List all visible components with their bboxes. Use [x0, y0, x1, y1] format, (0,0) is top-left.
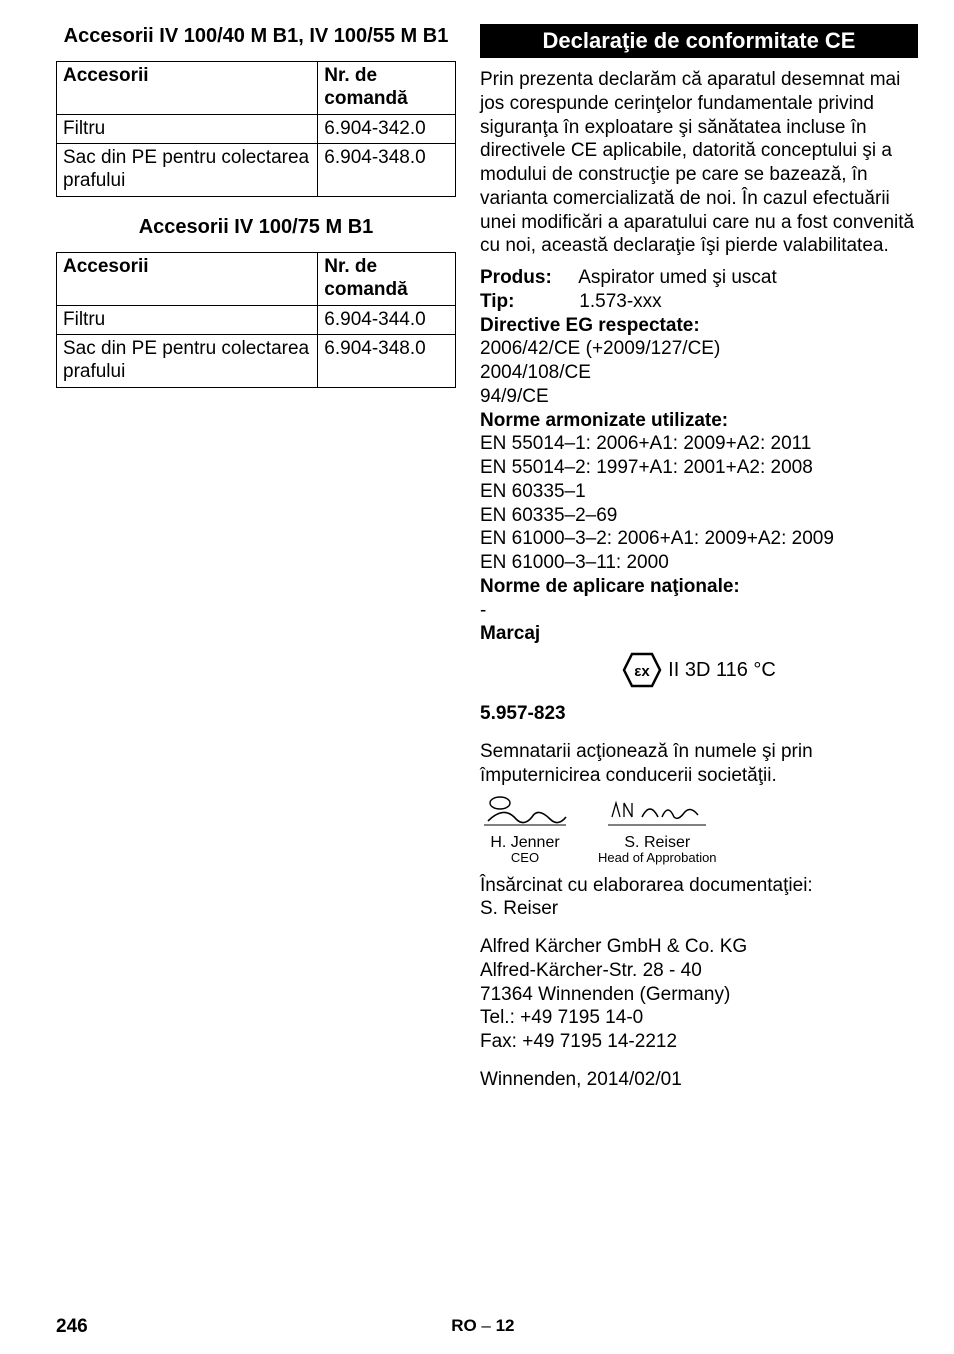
table-cell: Sac din PE pentru colectarea prafului: [57, 144, 318, 197]
ex-hexagon-icon: εx: [622, 652, 662, 688]
norm-line: EN 60335–2–69: [480, 504, 918, 528]
footer-lang: RO: [451, 1316, 477, 1335]
table-cell: 6.904-348.0: [318, 335, 456, 388]
footer-center: RO – 12: [88, 1316, 878, 1338]
date-line: Winnenden, 2014/02/01: [480, 1068, 918, 1092]
address-line: Alfred Kärcher GmbH & Co. KG: [480, 935, 918, 959]
signature-1: H. Jenner CEO: [480, 795, 570, 865]
table-header: Accesorii: [57, 252, 318, 305]
table-cell: 6.904-342.0: [318, 114, 456, 144]
produs-row: Produs: Aspirator umed şi uscat: [480, 266, 918, 290]
marcaj-block: εx II 3D 116 °C: [480, 652, 918, 688]
directive-line: 94/9/CE: [480, 385, 918, 409]
marcaj-label: Marcaj: [480, 622, 918, 646]
right-column: Declaraţie de conformitate CE Prin preze…: [480, 24, 918, 1092]
section-title-2: Accesorii IV 100/75 M B1: [56, 215, 456, 240]
marcaj-value: II 3D 116 °C: [668, 659, 776, 682]
footer-spacer: [878, 1316, 918, 1338]
norm-line: EN 60335–1: [480, 480, 918, 504]
accessories-table-1: Accesorii Nr. de comandă Filtru 6.904-34…: [56, 61, 456, 197]
directives-header: Directive EG respectate:: [480, 314, 918, 338]
accessories-table-2: Accesorii Nr. de comandă Filtru 6.904-34…: [56, 252, 456, 388]
doc-responsible-label: Însărcinat cu elaborarea documentaţiei:: [480, 874, 918, 898]
table-header: Accesorii: [57, 62, 318, 115]
tip-row: Tip: 1.573-xxx: [480, 290, 918, 314]
signature-2-icon: [602, 795, 712, 829]
address-line: 71364 Winnenden (Germany): [480, 983, 918, 1007]
signature-row: H. Jenner CEO S. Reiser Head of Approbat…: [480, 795, 918, 865]
table-cell: Sac din PE pentru colectarea prafului: [57, 335, 318, 388]
tip-value: 1.573-xxx: [579, 291, 661, 312]
norm-line: EN 55014–2: 1997+A1: 2001+A2: 2008: [480, 456, 918, 480]
norm-line: EN 61000–3–11: 2000: [480, 551, 918, 575]
doc-responsible-name: S. Reiser: [480, 897, 918, 921]
intro-paragraph: Prin prezenta declarăm că aparatul desem…: [480, 68, 918, 258]
signature-1-title: CEO: [480, 851, 570, 865]
address-line: Tel.: +49 7195 14-0: [480, 1006, 918, 1030]
table-cell: 6.904-348.0: [318, 144, 456, 197]
produs-value: Aspirator umed şi uscat: [578, 267, 777, 288]
code: 5.957-823: [480, 702, 918, 726]
signature-2-name: S. Reiser: [598, 834, 717, 852]
table-cell: 6.904-344.0: [318, 305, 456, 335]
norm-line: EN 61000–3–2: 2006+A1: 2009+A2: 2009: [480, 527, 918, 551]
footer-sub: 12: [496, 1316, 515, 1335]
left-column: Accesorii IV 100/40 M B1, IV 100/55 M B1…: [56, 24, 456, 1092]
signature-2: S. Reiser Head of Approbation: [598, 795, 717, 865]
norm-line: EN 55014–1: 2006+A1: 2009+A2: 2011: [480, 432, 918, 456]
national-norms-line: -: [480, 599, 918, 623]
svg-text:εx: εx: [634, 663, 650, 680]
national-norms-header: Norme de aplicare naţionale:: [480, 575, 918, 599]
page-number: 246: [56, 1316, 88, 1338]
signatories-text: Semnatarii acţionează în numele şi prin …: [480, 740, 918, 788]
norms-header: Norme armonizate utilizate:: [480, 409, 918, 433]
table-cell: Filtru: [57, 114, 318, 144]
declaration-title: Declaraţie de conformitate CE: [480, 24, 918, 58]
signature-1-name: H. Jenner: [480, 834, 570, 852]
table-cell: Filtru: [57, 305, 318, 335]
directive-line: 2006/42/CE (+2009/127/CE): [480, 337, 918, 361]
section-title-1: Accesorii IV 100/40 M B1, IV 100/55 M B1: [56, 24, 456, 49]
footer-sep: –: [477, 1316, 496, 1335]
address-line: Fax: +49 7195 14-2212: [480, 1030, 918, 1054]
table-header: Nr. de comandă: [318, 252, 456, 305]
tip-label: Tip:: [480, 290, 574, 314]
produs-label: Produs:: [480, 266, 574, 290]
footer: 246 RO – 12: [0, 1316, 954, 1338]
address-line: Alfred-Kärcher-Str. 28 - 40: [480, 959, 918, 983]
table-header: Nr. de comandă: [318, 62, 456, 115]
signature-2-title: Head of Approbation: [598, 851, 717, 865]
signature-1-icon: [480, 795, 570, 829]
directive-line: 2004/108/CE: [480, 361, 918, 385]
